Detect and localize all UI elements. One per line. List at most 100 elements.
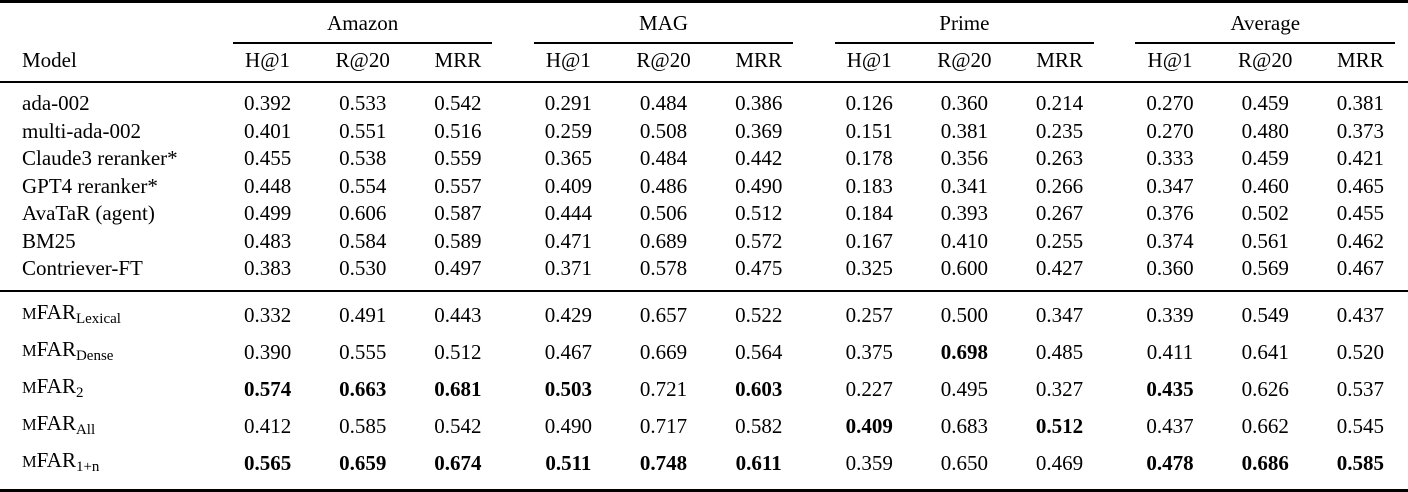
metric-value: 0.183 <box>845 173 893 198</box>
metric-value: 0.467 <box>1336 256 1385 280</box>
column-gap <box>505 334 520 371</box>
column-gap <box>505 200 520 228</box>
model-name: MFARDense <box>22 336 114 364</box>
metric-value: 0.611 <box>735 451 782 475</box>
metric-value: 0.533 <box>339 91 387 115</box>
table-row: BM25 0.483 0.584 0.589 0.471 0.689 0.572 0.167 0… <box>0 228 1408 256</box>
metric-value: 0.409 <box>845 414 893 438</box>
column-gap <box>1107 408 1122 445</box>
column-gap <box>505 173 520 201</box>
metric-value: 0.376 <box>1146 201 1194 225</box>
group-gap <box>806 44 822 83</box>
metric-value: 0.508 <box>639 118 688 143</box>
metric-value: 0.545 <box>1336 414 1385 438</box>
metric-value: 0.686 <box>1241 451 1289 475</box>
model-name: MFARAll <box>22 410 96 438</box>
metric-header-row: Model H@1 R@20 MRR H@1 R@20 MRR H@1 R@20… <box>0 44 1408 83</box>
metric-value: 0.554 <box>339 173 387 198</box>
column-gap <box>505 145 520 173</box>
metric-value: 0.657 <box>639 303 688 327</box>
metric-value: 0.390 <box>243 340 292 364</box>
model-smallcap: M <box>22 414 37 434</box>
model-name: Claude3 reranker* <box>22 146 178 170</box>
column-gap <box>806 200 821 228</box>
metric-value: 0.491 <box>339 303 387 327</box>
metric-value: 0.511 <box>545 451 592 475</box>
metric-value: 0.587 <box>434 201 482 225</box>
metric-header: MRR <box>711 44 807 83</box>
model-smallcap: M <box>22 377 37 397</box>
metric-header: R@20 <box>615 44 712 83</box>
metric-value: 0.717 <box>639 414 688 438</box>
metric-value: 0.291 <box>544 91 592 115</box>
column-gap <box>806 408 821 445</box>
metric-value: 0.500 <box>940 303 988 327</box>
metric-value: 0.327 <box>1035 377 1084 401</box>
group-label: Amazon <box>327 11 399 35</box>
model-subscript: 2 <box>75 384 84 401</box>
metric-value: 0.512 <box>735 201 783 225</box>
table-row: AvaTaR (agent) 0.499 0.606 0.587 0.444 0.506 0… <box>0 200 1408 228</box>
metric-value: 0.235 <box>1035 118 1084 143</box>
table-row: multi-ada-002 0.401 0.551 0.516 0.259 0.508 0.… <box>0 118 1408 146</box>
table-row: GPT4 reranker* 0.448 0.554 0.557 0.409 0.486 0… <box>0 173 1408 201</box>
metric-value: 0.393 <box>940 201 988 225</box>
metric-value: 0.561 <box>1241 228 1289 253</box>
column-gap <box>1107 173 1122 201</box>
column-gap <box>1107 82 1122 118</box>
metric-value: 0.486 <box>639 173 688 198</box>
metric-value: 0.478 <box>1146 451 1194 475</box>
metric-value: 0.332 <box>243 303 292 327</box>
metric-value: 0.255 <box>1035 228 1084 253</box>
group-rule <box>533 42 794 44</box>
metric-value: 0.659 <box>339 451 387 475</box>
model-subscript: Dense <box>75 347 114 364</box>
metric-header: H@1 <box>1122 44 1218 83</box>
metric-value: 0.475 <box>735 256 783 280</box>
column-gap <box>1107 334 1122 371</box>
metric-value: 0.569 <box>1241 256 1289 280</box>
metric-value: 0.555 <box>339 340 387 364</box>
metric-value: 0.626 <box>1241 377 1289 401</box>
metric-value: 0.259 <box>544 118 592 143</box>
column-gap <box>806 334 821 371</box>
group-gap <box>1107 44 1123 83</box>
column-gap <box>806 255 821 291</box>
model-smallcap: M <box>22 303 37 323</box>
model-name: ada-002 <box>22 91 90 115</box>
metric-value: 0.410 <box>940 228 988 253</box>
metric-value: 0.495 <box>940 377 988 401</box>
metric-value: 0.503 <box>544 377 592 401</box>
metric-value: 0.448 <box>243 173 292 198</box>
metric-value: 0.371 <box>544 256 592 280</box>
group-header-mag: MAG <box>521 2 807 44</box>
metric-header: MRR <box>410 44 506 83</box>
metric-value: 0.167 <box>845 228 893 253</box>
metric-value: 0.480 <box>1241 118 1289 143</box>
column-gap <box>1107 200 1122 228</box>
metric-value: 0.512 <box>1035 414 1084 438</box>
metric-value: 0.689 <box>639 228 688 253</box>
metric-value: 0.585 <box>339 414 387 438</box>
group-header-row: Amazon MAG Prime Average <box>0 2 1408 44</box>
metric-value: 0.270 <box>1146 118 1194 143</box>
metric-header: H@1 <box>821 44 917 83</box>
model-subscript: Lexical <box>75 310 121 327</box>
metric-value: 0.662 <box>1241 414 1289 438</box>
metric-value: 0.538 <box>339 146 387 170</box>
model-name: GPT4 reranker* <box>22 173 158 198</box>
metric-value: 0.325 <box>845 256 893 280</box>
metric-value: 0.126 <box>845 91 893 115</box>
model-subscript: 1+n <box>75 458 100 475</box>
metric-value: 0.469 <box>1035 451 1084 475</box>
metric-value: 0.698 <box>940 340 988 364</box>
table-row: Contriever-FT 0.383 0.530 0.497 0.371 0.578 0.… <box>0 255 1408 291</box>
group-rule <box>834 42 1095 44</box>
model-name: MFARLexical <box>22 299 121 327</box>
metric-value: 0.557 <box>434 173 482 198</box>
metric-value: 0.412 <box>243 414 292 438</box>
metric-value: 0.437 <box>1146 414 1194 438</box>
model-name: multi-ada-002 <box>22 118 141 143</box>
metric-value: 0.542 <box>434 414 482 438</box>
